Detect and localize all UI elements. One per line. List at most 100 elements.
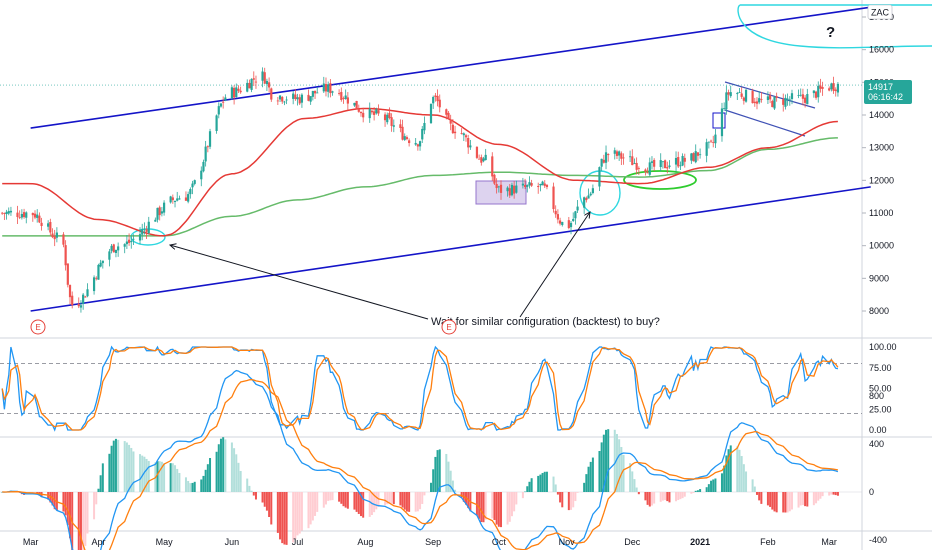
candle-body xyxy=(574,211,577,219)
candle xyxy=(193,179,196,186)
candle-body xyxy=(355,100,358,110)
macd-histogram-bar xyxy=(521,492,524,499)
candle-body xyxy=(812,90,815,94)
candle-body xyxy=(600,158,603,167)
candle-body xyxy=(707,141,710,143)
candle-body xyxy=(388,112,391,119)
macd-histogram-bar xyxy=(591,457,594,492)
candle xyxy=(235,83,238,98)
candle-body xyxy=(33,213,37,218)
candle xyxy=(298,94,301,106)
candle xyxy=(346,92,349,110)
candle xyxy=(760,92,763,103)
macd-histogram-bar xyxy=(515,492,518,505)
macd-histogram-bar xyxy=(758,492,761,501)
earnings-marker-1[interactable]: E xyxy=(30,319,46,335)
macd-histogram-bar xyxy=(66,492,69,526)
candle xyxy=(338,89,341,96)
macd-histogram-bar xyxy=(373,492,376,513)
candle xyxy=(3,212,6,221)
macd-histogram-bar xyxy=(834,492,837,496)
macd-histogram-bar xyxy=(600,442,603,492)
macd-histogram-bar xyxy=(677,492,680,501)
candle-body xyxy=(252,78,255,80)
candle-body xyxy=(723,108,726,109)
price-tick-label: 9000 xyxy=(869,273,889,283)
candle-body xyxy=(173,200,177,202)
candle-body xyxy=(830,83,833,90)
flag-lower-line xyxy=(724,109,806,137)
candle-body xyxy=(3,213,6,214)
candle xyxy=(801,88,805,106)
macd-histogram-bar xyxy=(589,461,592,492)
macd-histogram-bar xyxy=(147,460,150,492)
macd-histogram-bar xyxy=(108,453,111,492)
candle-body xyxy=(191,183,194,188)
candle-body xyxy=(246,82,249,92)
candle-body xyxy=(799,94,802,96)
macd-histogram-bar xyxy=(95,492,98,505)
candle xyxy=(169,195,172,204)
candle xyxy=(812,90,815,98)
candle-body xyxy=(97,264,100,280)
x-tick-label: Aug xyxy=(357,537,373,547)
candle xyxy=(705,138,708,163)
macd-histogram-bar xyxy=(346,492,349,509)
macd-histogram-bar xyxy=(554,484,557,492)
earnings-marker-2[interactable]: E xyxy=(441,319,457,335)
macd-histogram-bar xyxy=(430,482,432,492)
candle xyxy=(554,205,557,218)
candle xyxy=(392,119,395,133)
candle-body xyxy=(327,84,330,92)
candle xyxy=(418,140,422,151)
candle-body xyxy=(7,211,10,214)
candle xyxy=(648,157,651,177)
macd-histogram-bar xyxy=(570,492,573,510)
macd-histogram-bar xyxy=(559,492,562,503)
macd-histogram-bar xyxy=(633,479,636,492)
macd-histogram-bar xyxy=(493,492,496,520)
candle xyxy=(530,179,533,187)
ticker-badge-bg xyxy=(867,4,893,20)
candle xyxy=(644,168,647,176)
candle xyxy=(661,161,665,169)
candle-body xyxy=(254,81,258,83)
candle xyxy=(208,128,212,150)
macd-histogram-bar xyxy=(235,454,238,492)
x-tick-label: Mar xyxy=(821,537,837,547)
candle xyxy=(53,229,56,247)
macd-histogram-bar xyxy=(729,445,732,492)
macd-histogram-bar xyxy=(583,482,586,492)
candle-body xyxy=(383,114,387,121)
candle-body xyxy=(817,85,820,98)
candle xyxy=(480,154,483,166)
candle-body xyxy=(204,146,207,162)
candle xyxy=(206,145,209,153)
macd-histogram-bar xyxy=(725,455,728,492)
macd-histogram-bar xyxy=(145,458,148,492)
stoch-tick-label: 100.00 xyxy=(869,342,897,352)
candle xyxy=(773,96,776,110)
candle xyxy=(537,182,540,194)
macd-histogram-bar xyxy=(434,456,437,492)
macd-histogram-bar xyxy=(675,492,678,502)
candle-body xyxy=(340,91,343,100)
x-tick-label: Jun xyxy=(225,537,240,547)
macd-histogram-bar xyxy=(224,439,227,492)
candle-body xyxy=(725,92,728,110)
candle xyxy=(5,209,8,220)
candle-body xyxy=(338,92,341,94)
macd-histogram-bar xyxy=(751,479,754,492)
candle xyxy=(598,166,601,191)
candle-body xyxy=(797,95,800,96)
candle xyxy=(572,212,575,222)
candle-body xyxy=(541,181,544,186)
macd-histogram-bar xyxy=(815,492,818,504)
candle xyxy=(552,182,555,213)
candle xyxy=(633,158,636,165)
candle-body xyxy=(296,97,299,100)
candle xyxy=(567,216,570,230)
price-tick-label: 11000 xyxy=(869,208,893,218)
candle-body xyxy=(386,114,389,123)
